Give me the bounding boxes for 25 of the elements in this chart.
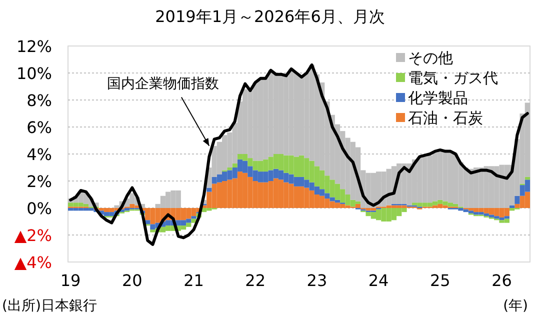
x-tick-label: 21 bbox=[184, 271, 204, 290]
y-tick-label: 0% bbox=[26, 199, 52, 218]
x-tick-label: 23 bbox=[306, 271, 328, 290]
x-tick-label: 19 bbox=[60, 271, 81, 290]
series-label: 国内企業物価指数 bbox=[106, 76, 219, 92]
y-tick-label: ▲2% bbox=[14, 226, 52, 245]
y-tick-label: 4% bbox=[26, 145, 52, 164]
y-tick-label: 12% bbox=[16, 37, 52, 56]
legend-label: 化学製品 bbox=[408, 89, 468, 107]
x-tick-label: 24 bbox=[368, 271, 389, 290]
y-tick-label: 10% bbox=[16, 64, 52, 83]
legend-label: その他 bbox=[408, 49, 453, 67]
x-tick-label: 25 bbox=[430, 271, 450, 290]
legend-label: 石油・石炭 bbox=[408, 109, 483, 127]
legend-label: 電気・ガス代 bbox=[408, 69, 498, 87]
y-tick-label: ▲4% bbox=[14, 253, 52, 272]
y-tick-label: 6% bbox=[26, 118, 52, 137]
text: (出所)日本銀行 bbox=[2, 298, 97, 314]
chart-title: 2019年1月～2026年6月、月次 bbox=[155, 7, 385, 26]
y-tick-label: 2% bbox=[26, 172, 52, 191]
y-tick-label: 8% bbox=[26, 91, 52, 110]
x-tick-label: 22 bbox=[245, 271, 266, 290]
x-tick-label: 20 bbox=[122, 271, 142, 290]
x-axis-title: (年) bbox=[503, 298, 528, 314]
x-tick-label: 26 bbox=[492, 271, 512, 290]
